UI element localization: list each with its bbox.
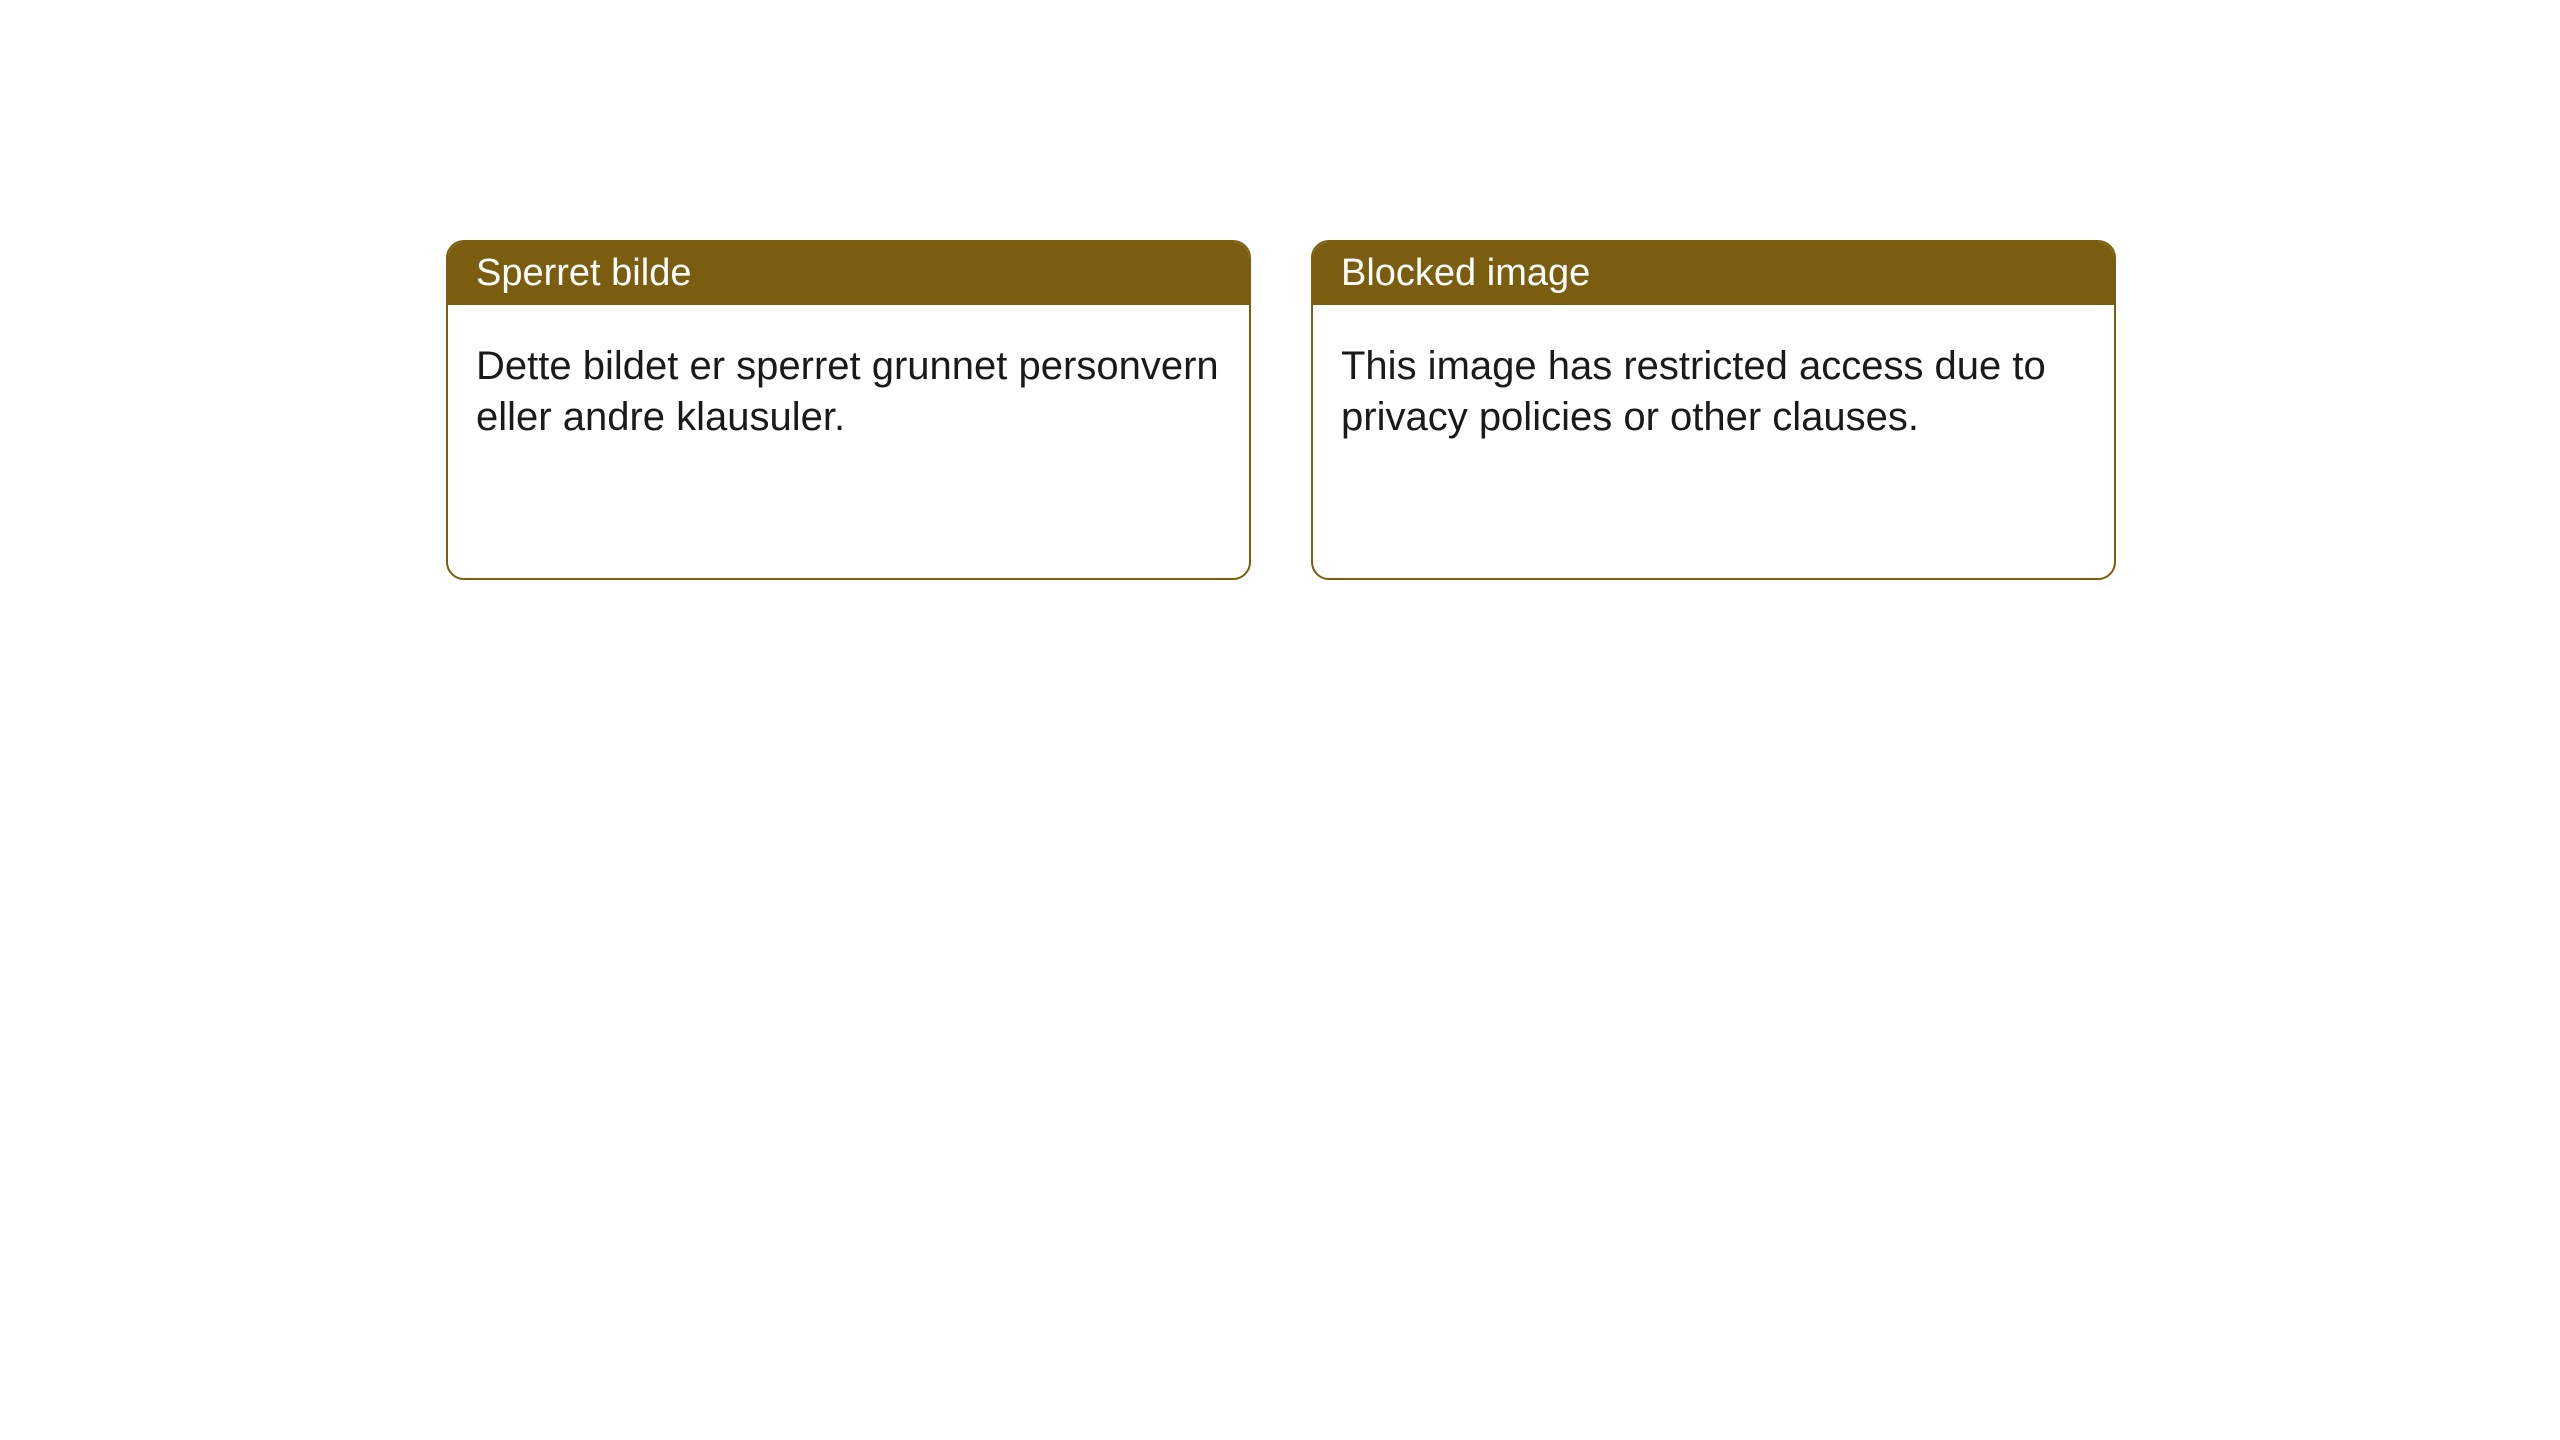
notice-card-en: Blocked image This image has restricted … — [1311, 240, 2116, 580]
notice-card-title: Sperret bilde — [448, 242, 1249, 305]
notice-card-no: Sperret bilde Dette bildet er sperret gr… — [446, 240, 1251, 580]
notice-container: Sperret bilde Dette bildet er sperret gr… — [0, 0, 2560, 580]
notice-card-title: Blocked image — [1313, 242, 2114, 305]
notice-card-body: This image has restricted access due to … — [1313, 305, 2114, 479]
notice-card-body: Dette bildet er sperret grunnet personve… — [448, 305, 1249, 479]
